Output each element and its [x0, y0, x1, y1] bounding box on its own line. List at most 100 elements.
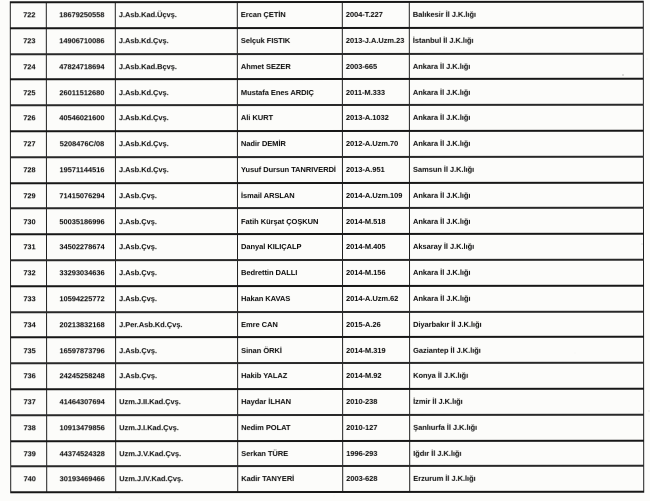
cell-decision: 2014-M.92 — [342, 363, 410, 389]
cell-name: Yusuf Dursun TANRIVERDİ — [237, 156, 343, 183]
cell-name: Ercan ÇETİN — [237, 1, 343, 28]
cell-id: 5208476C/08 — [46, 131, 116, 158]
cell-decision: 2003-628 — [342, 466, 410, 493]
scan-noise-specks — [0, 0, 2, 2]
cell-sira: 724 — [10, 53, 47, 80]
cell-rank: J.Asb.Kd.Çvş. — [115, 79, 238, 106]
cell-id: 16597873796 — [46, 337, 116, 364]
cell-sira: 730 — [10, 208, 47, 235]
cell-name: Nedim POLAT — [237, 414, 343, 441]
cell-location: Aksaray İl J.K.lığı — [409, 233, 644, 260]
cell-sira: 734 — [10, 311, 47, 338]
cell-name: Ahmet SEZER — [237, 53, 343, 80]
cell-decision: 2011-M.333 — [342, 79, 410, 106]
cell-sira: 739 — [10, 440, 47, 467]
cell-id: 50035186996 — [46, 208, 116, 235]
cell-sira: 736 — [10, 363, 47, 390]
cell-location: Samsun İl J.K.lığı — [409, 156, 644, 183]
cell-id: 71415076294 — [46, 182, 116, 209]
cell-sira: 733 — [10, 286, 47, 312]
cell-location: Gaziantep İl J.K.lığı — [409, 337, 644, 364]
cell-name: Bedrettin DALLI — [237, 259, 343, 286]
cell-rank: J.Asb.Kd.Çvş. — [115, 27, 238, 54]
table-row: 728 19571144516 J.Asb.Kd.Çvş. Yusuf Dursun … — [10, 156, 644, 183]
cell-name: Nadir DEMİR — [237, 130, 343, 157]
cell-sira: 723 — [10, 28, 47, 54]
cell-location: Iğdır İl J.K.lığı — [409, 440, 644, 467]
table-row: 722 18679250558 J.Asb.Kad.Üçvş. Ercan ÇETİN… — [10, 1, 644, 29]
cell-id: 20213832168 — [46, 311, 116, 338]
cell-rank: J.Asb.Çvş. — [115, 363, 238, 390]
cell-id: 14906710086 — [46, 27, 116, 54]
cell-decision: 2014-M.156 — [342, 259, 410, 286]
cell-location: Konya İl J.K.lığı — [409, 362, 644, 389]
cell-rank: J.Asb.Çvş. — [115, 285, 238, 312]
table-row: 730 50035186996 J.Asb.Çvş. Fatih Kürşat ÇOŞ… — [10, 208, 644, 235]
cell-sira: 722 — [10, 2, 47, 29]
cell-id: 47824718694 — [46, 53, 116, 80]
cell-id: 19571144516 — [46, 156, 116, 183]
cell-location: Ankara İl J.K.lığı — [409, 259, 644, 286]
table-row: 733 10594225772 J.Asb.Çvş. Hakan KAVAS 2014-… — [10, 285, 644, 312]
cell-id: 30193469466 — [46, 466, 116, 493]
table-row: 737 41464307694 Uzm.J.II.Kad.Çvş. Haydar İL… — [10, 388, 644, 416]
cell-id: 26011512680 — [46, 79, 116, 106]
cell-id: 41464307694 — [46, 389, 116, 415]
cell-name: Mustafa Enes ARDIÇ — [237, 79, 343, 106]
cell-location: Erzurum İl J.K.lığı — [409, 466, 644, 493]
cell-sira: 726 — [10, 105, 47, 132]
table-row: 734 20213832168 J.Per.Asb.Kd.Çvş. Emre CAN 2… — [10, 311, 644, 338]
cell-name: Ali KURT — [237, 105, 343, 132]
cell-location: İstanbul İl J.K.lığı — [409, 27, 644, 54]
table-row: 724 47824718694 J.Asb.Kad.Bçvş. Ahmet SEZER… — [10, 53, 644, 80]
cell-sira: 729 — [10, 182, 47, 209]
cell-sira: 732 — [10, 260, 47, 287]
table-row: 727 5208476C/08 J.Asb.Kd.Çvş. Nadir DEMİR 20… — [10, 130, 644, 158]
cell-decision: 2003-665 — [342, 53, 410, 80]
cell-rank: J.Asb.Kad.Bçvş. — [115, 53, 238, 80]
cell-location: Ankara İl J.K.lığı — [409, 104, 644, 131]
cell-rank: Uzm.J.II.Kad.Çvş. — [115, 389, 238, 415]
cell-id: 44374524328 — [46, 440, 116, 467]
cell-decision: 2014-M.518 — [342, 208, 410, 235]
cell-name: Hakan KAVAS — [237, 285, 343, 312]
cell-rank: Uzm.J.V.Kad.Çvş. — [115, 440, 238, 467]
cell-name: Selçuk FISTIK — [237, 27, 343, 54]
table-row: 725 26011512680 J.Asb.Kd.Çvş. Mustafa Enes … — [10, 79, 644, 106]
cell-decision: 2013-A.951 — [342, 156, 410, 183]
scan-area: 722 18679250558 J.Asb.Kad.Üçvş. Ercan ÇETİN… — [10, 1, 644, 494]
cell-name: Fatih Kürşat ÇOŞKUN — [237, 208, 343, 235]
cell-rank: J.Asb.Çvş. — [115, 208, 238, 235]
cell-name: Kadir TANYERİ — [237, 466, 343, 493]
cell-name: Emre CAN — [237, 311, 343, 338]
cell-location: Balıkesir İl J.K.lığı — [409, 1, 644, 28]
cell-id: 34502278674 — [46, 234, 116, 261]
cell-location: Ankara İl J.K.lığı — [409, 285, 644, 312]
cell-decision: 2015-A.26 — [342, 311, 410, 338]
table-row: 739 44374524328 Uzm.J.V.Kad.Çvş. Serkan TÜR… — [10, 440, 644, 467]
cell-sira: 740 — [10, 466, 47, 493]
cell-location: İzmir İl J.K.lığı — [409, 388, 644, 415]
cell-sira: 728 — [10, 157, 47, 183]
cell-rank: J.Asb.Kd.Çvş. — [115, 131, 238, 157]
cell-rank: J.Asb.Çvş. — [115, 260, 238, 286]
cell-id: 33293034636 — [46, 260, 116, 287]
personnel-table: 722 18679250558 J.Asb.Kad.Üçvş. Ercan ÇETİN… — [10, 1, 644, 494]
cell-rank: J.Asb.Kad.Üçvş. — [115, 2, 238, 28]
cell-decision: 2012-A.Uzm.70 — [342, 130, 410, 157]
table-row: 731 34502278674 J.Asb.Çvş. Danyal KILIÇALP 2… — [10, 233, 644, 261]
cell-rank: J.Asb.Çvş. — [115, 182, 238, 209]
table-row: 738 10913479856 Uzm.J.I.Kad.Çvş. Nedim POLA… — [10, 414, 644, 441]
cell-id: 18679250558 — [46, 2, 116, 29]
cell-sira: 737 — [10, 389, 47, 416]
cell-sira: 725 — [10, 79, 47, 106]
cell-decision: 1996-293 — [342, 440, 410, 467]
cell-name: Serkan TÜRE — [237, 440, 343, 467]
table-row: 735 16597873796 J.Asb.Çvş. Sinan ÖRKİ 2014-M… — [10, 337, 644, 364]
cell-id: 10594225772 — [46, 285, 116, 312]
cell-location: Ankara İl J.K.lığı — [409, 53, 644, 80]
cell-decision: 2010-238 — [342, 388, 410, 415]
cell-name: Haydar İLHAN — [237, 388, 343, 415]
cell-location: Diyarbakır İl J.K.lığı — [409, 311, 644, 338]
